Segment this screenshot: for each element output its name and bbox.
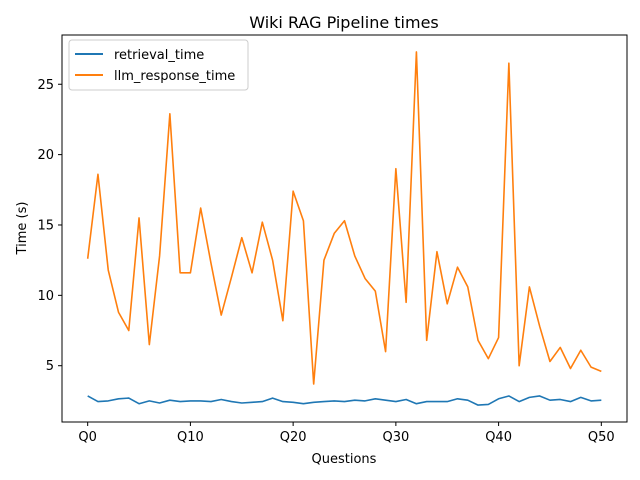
x-tick-label: Q50 [588, 430, 615, 445]
legend: retrieval_time llm_response_time [68, 39, 249, 91]
plot-frame [61, 34, 628, 423]
x-tick-label: Q40 [485, 430, 512, 445]
y-tick-label: 20 [37, 148, 54, 163]
y-tick-label: 10 [37, 289, 54, 304]
x-tick-label: Q0 [78, 430, 97, 445]
series-layer [86, 51, 602, 406]
x-axis-label: Questions [312, 452, 377, 467]
plot-area [61, 34, 628, 423]
x-axis: Q0 Q10 Q20 Q30 Q40 Q50 [78, 422, 615, 445]
series-line-llm-response-time [86, 51, 602, 385]
y-tick-label: 5 [46, 359, 54, 374]
legend-label-llm-response-time: llm_response_time [114, 69, 235, 84]
x-tick-label: Q30 [382, 430, 409, 445]
series-line-retrieval-time [87, 395, 602, 406]
chart-title: Wiki RAG Pipeline times [249, 13, 439, 32]
x-tick-label: Q20 [280, 430, 307, 445]
y-axis: 5 10 15 20 25 [37, 78, 62, 374]
y-tick-label: 25 [37, 78, 54, 93]
y-tick-label: 15 [37, 218, 54, 233]
legend-box [68, 39, 249, 91]
x-tick-label: Q10 [177, 430, 204, 445]
y-axis-label: Time (s) [15, 202, 30, 256]
legend-label-retrieval-time: retrieval_time [114, 48, 204, 63]
